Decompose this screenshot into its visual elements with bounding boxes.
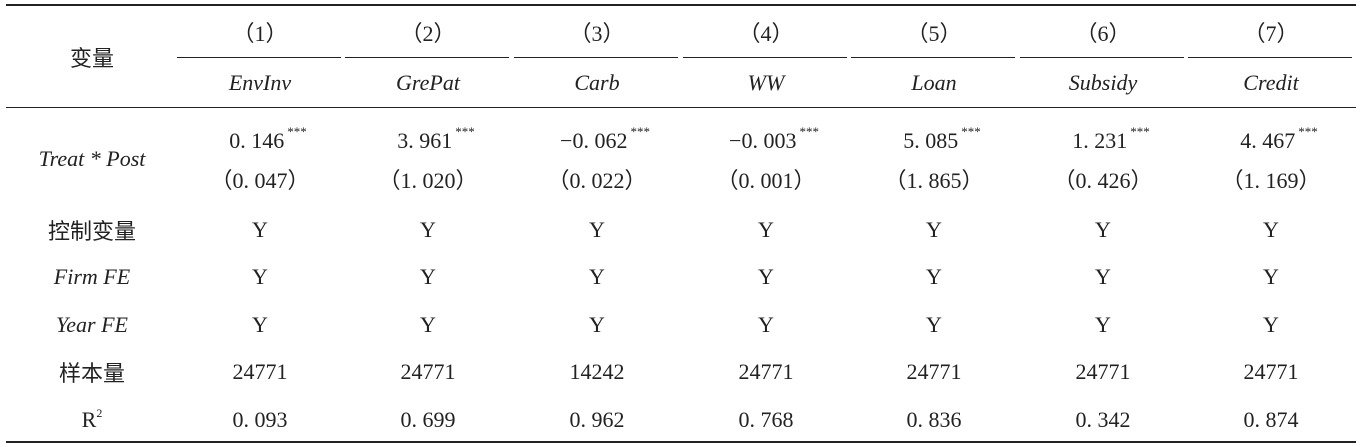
row-label: R2 [81,405,103,433]
coefficient: 5. 085 *** [903,124,981,154]
cell: Y [420,217,436,242]
column-rule [345,57,509,58]
significance-stars: *** [1130,124,1150,139]
cell: Y [589,217,605,242]
cell: 24771 [1243,359,1299,384]
coef-value: −0. 003 [729,128,797,153]
cell: 0. 093 [232,407,288,432]
cell: 0. 768 [738,407,794,432]
cell: Y [758,217,774,242]
significance-stars: *** [799,124,819,139]
cell: Y [420,312,436,337]
coef-value: 3. 961 [397,128,453,153]
column-rule [514,57,678,58]
column-name: Loan [911,70,957,95]
coefficient: 4. 467 *** [1240,124,1318,154]
coef-value: 0. 146 [229,128,285,153]
significance-stars: *** [630,124,650,139]
row-label-sup: 2 [96,405,103,420]
column-rule [851,57,1015,58]
column-number: （4） [738,21,794,46]
row-header: 变量 [69,46,115,71]
column-number: （6） [1075,21,1131,46]
cell: 24771 [738,359,794,384]
top-rule [6,4,1356,6]
column-name: EnvInv [228,70,292,95]
row-label: Year FE [56,312,128,337]
cell: 0. 874 [1243,407,1299,432]
cell: 0. 342 [1075,407,1131,432]
cell: 24771 [400,359,456,384]
column-number: （7） [1243,21,1299,46]
column-rule [1188,57,1352,58]
row-label: R [81,407,97,432]
column-rule [1020,57,1184,58]
coef-value: 4. 467 [1240,128,1296,153]
row-label: Firm FE [53,264,131,289]
coefficient: 0. 146 *** [229,124,307,154]
cell: Y [926,264,942,289]
cell: Y [1095,312,1111,337]
standard-error: （0. 426） [1053,168,1153,193]
cell: Y [252,264,268,289]
row-label: 控制变量 [47,219,137,244]
cell: Y [1263,264,1279,289]
cell: 24771 [232,359,288,384]
standard-error: （0. 022） [547,168,647,193]
standard-error: （0. 001） [716,168,816,193]
cell: 0. 836 [906,407,962,432]
significance-stars: *** [1298,124,1318,139]
cell: Y [252,312,268,337]
significance-stars: *** [961,124,981,139]
cell: 24771 [906,359,962,384]
cell: Y [758,312,774,337]
row-label: 样本量 [58,361,126,386]
significance-stars: *** [455,124,475,139]
column-name: Credit [1243,70,1299,95]
cell: Y [1263,217,1279,242]
column-name: Subsidy [1068,70,1138,95]
coefficient: 1. 231 *** [1072,124,1150,154]
standard-error: （0. 047） [210,168,310,193]
cell: Y [926,217,942,242]
standard-error: （1. 169） [1221,168,1321,193]
cell: Y [926,312,942,337]
column-number: （2） [400,21,456,46]
bottom-rule [6,441,1356,443]
cell: Y [420,264,436,289]
cell: Y [1095,217,1111,242]
cell: Y [1263,312,1279,337]
standard-error: （1. 020） [378,168,478,193]
column-number: （3） [569,21,625,46]
cell: 0. 962 [569,407,625,432]
header-rule [6,107,1356,108]
cell: 24771 [1075,359,1131,384]
column-number: （1） [232,21,288,46]
coefficient: 3. 961 *** [397,124,475,154]
coef-value: 1. 231 [1072,128,1128,153]
significance-stars: *** [287,124,307,139]
cell: Y [589,312,605,337]
cell: 14242 [569,359,625,384]
cell: Y [1095,264,1111,289]
row-label: Treat * Post [38,146,146,171]
column-name: Carb [574,70,620,95]
column-name: WW [747,70,785,95]
coefficient: −0. 003 *** [729,124,819,154]
cell: Y [758,264,774,289]
coef-value: −0. 062 [560,128,628,153]
cell: 0. 699 [400,407,456,432]
column-name: GrePat [396,70,460,95]
column-rule [683,57,847,58]
cell: Y [589,264,605,289]
coef-value: 5. 085 [903,128,959,153]
standard-error: （1. 865） [884,168,984,193]
column-rule [177,57,341,58]
cell: Y [252,217,268,242]
coefficient: −0. 062 *** [560,124,650,154]
column-number: （5） [906,21,962,46]
